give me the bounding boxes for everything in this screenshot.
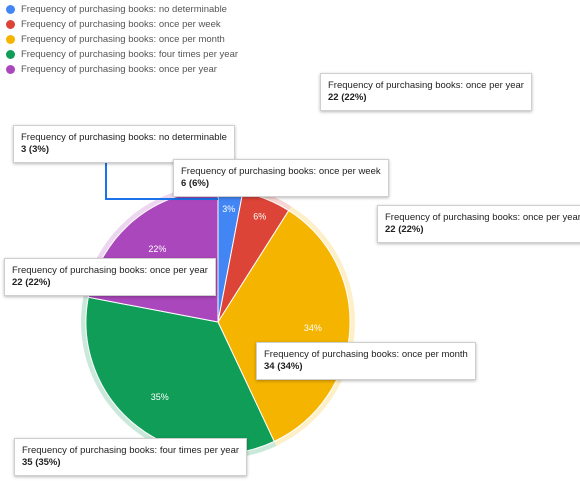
- pie-slices: [85, 189, 351, 455]
- tooltip-value: 22 (22%): [385, 224, 424, 235]
- legend-label: Frequency of purchasing books: no determ…: [21, 4, 227, 15]
- tooltip-value: 3 (3%): [21, 144, 49, 155]
- legend-label: Frequency of purchasing books: once per …: [21, 34, 225, 45]
- tooltip-connector-line: [105, 150, 218, 200]
- legend-item-once-per-week[interactable]: Frequency of purchasing books: once per …: [6, 19, 242, 31]
- tooltip-label: Frequency of purchasing books: once per …: [12, 265, 208, 276]
- legend-item-no-determinable[interactable]: Frequency of purchasing books: no determ…: [6, 4, 242, 16]
- tooltip-no-determinable: Frequency of purchasing books: no determ…: [13, 125, 235, 163]
- tooltip-once-per-month: Frequency of purchasing books: once per …: [256, 342, 476, 380]
- tooltip-value: 6 (6%): [181, 178, 209, 189]
- tooltip-once-per-week: Frequency of purchasing books: once per …: [173, 159, 389, 197]
- pie-percent-label: 22%: [148, 244, 166, 254]
- tooltip-once-per-year-right: Frequency of purchasing books: once per …: [377, 205, 580, 243]
- tooltip-value: 22 (22%): [12, 277, 51, 288]
- tooltip-label: Frequency of purchasing books: once per …: [328, 80, 524, 91]
- legend-item-once-per-year[interactable]: Frequency of purchasing books: once per …: [6, 64, 242, 76]
- legend-item-once-per-month[interactable]: Frequency of purchasing books: once per …: [6, 34, 242, 46]
- chart-legend: Frequency of purchasing books: no determ…: [6, 4, 242, 79]
- tooltip-label: Frequency of purchasing books: once per …: [264, 349, 468, 360]
- legend-label: Frequency of purchasing books: once per …: [21, 64, 217, 75]
- pie-percent-label: 34%: [304, 323, 322, 333]
- pie-percent-label: 6%: [253, 212, 266, 222]
- pie-percent-label: 3%: [222, 204, 235, 214]
- pie-percent-labels: 3% 6% 34% 35% 22%: [148, 204, 322, 402]
- pie-slice-once-per-month[interactable]: [217, 209, 351, 443]
- tooltip-label: Frequency of purchasing books: four time…: [22, 445, 240, 456]
- legend-label: Frequency of purchasing books: once per …: [21, 19, 221, 30]
- tooltip-label: Frequency of purchasing books: once per …: [181, 166, 381, 177]
- legend-swatch: [6, 65, 15, 74]
- legend-item-four-times-per-year[interactable]: Frequency of purchasing books: four time…: [6, 49, 242, 61]
- pie-percent-label: 35%: [151, 392, 169, 402]
- tooltip-label: Frequency of purchasing books: once per …: [385, 212, 580, 223]
- tooltip-once-per-year-left: Frequency of purchasing books: once per …: [4, 258, 216, 296]
- legend-swatch: [6, 20, 15, 29]
- tooltip-four-times-per-year: Frequency of purchasing books: four time…: [14, 438, 248, 476]
- tooltip-value: 35 (35%): [22, 457, 61, 468]
- legend-swatch: [6, 35, 15, 44]
- legend-label: Frequency of purchasing books: four time…: [21, 49, 239, 60]
- legend-swatch: [6, 50, 15, 59]
- tooltip-once-per-year-top: Frequency of purchasing books: once per …: [320, 73, 532, 111]
- tooltip-value: 22 (22%): [328, 92, 367, 103]
- tooltip-label: Frequency of purchasing books: no determ…: [21, 132, 227, 143]
- tooltip-value: 34 (34%): [264, 361, 303, 372]
- legend-swatch: [6, 5, 15, 14]
